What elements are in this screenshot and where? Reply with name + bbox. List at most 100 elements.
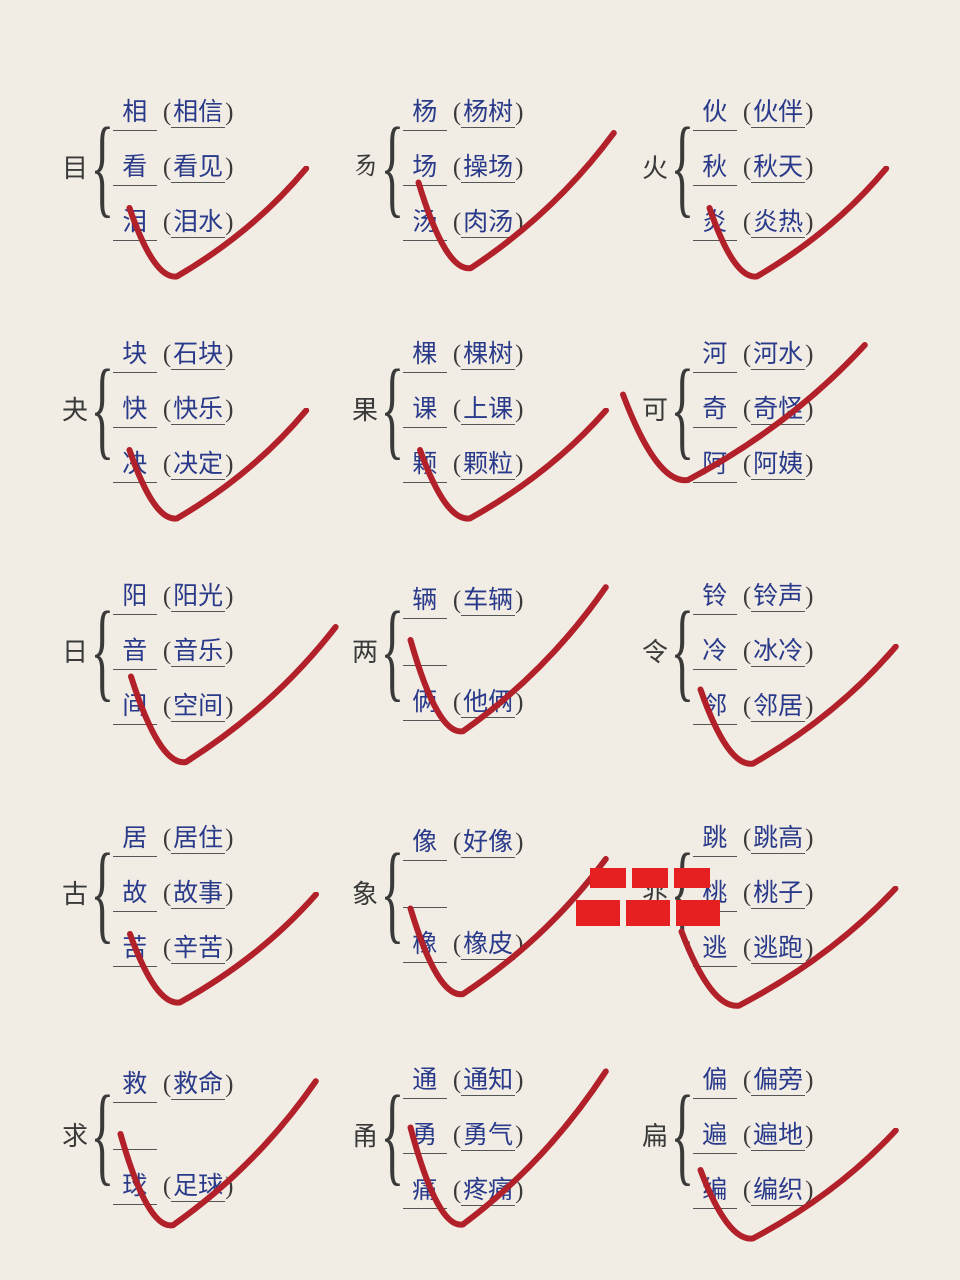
entries-list: 救(救命) 球(足球) xyxy=(113,1064,234,1205)
entry-char: 课 xyxy=(403,389,447,428)
entry-row: 秋(秋天) xyxy=(693,147,814,186)
paren-close: ) xyxy=(225,154,233,181)
entry-word: (看见) xyxy=(163,147,234,183)
entry-char: 奇 xyxy=(693,389,737,428)
radical-label: 兆 xyxy=(640,874,670,911)
entry-char: 痛 xyxy=(403,1170,447,1209)
paren-close: ) xyxy=(225,638,233,665)
paren-close: ) xyxy=(805,154,813,181)
radical-group: 扁{偏(偏旁)遍(遍地)编(编织) xyxy=(640,1038,910,1230)
radical-label: 两 xyxy=(350,632,380,669)
entry-word-hw: 阿姨 xyxy=(751,451,805,480)
entry-row: 痛(疼痛) xyxy=(403,1170,524,1209)
entries-list: 块(石块)快(快乐)决(决定) xyxy=(113,334,234,483)
entry-word-hw: 阳光 xyxy=(171,583,225,612)
entries-list: 跳(跳高)桃(桃子)逃(逃跑) xyxy=(693,818,814,967)
entry-word: (决定) xyxy=(163,444,234,480)
paren-open: ( xyxy=(743,638,751,665)
entry-word-hw: 音乐 xyxy=(171,638,225,667)
paren-open: ( xyxy=(743,935,751,962)
entries-list: 像(好像) 橡(橡皮) xyxy=(403,822,524,963)
entry-word xyxy=(453,635,457,663)
entry-word: (石块) xyxy=(163,334,234,370)
entry-row: 球(足球) xyxy=(113,1166,234,1205)
entry-word-hw: 快乐 xyxy=(171,396,225,425)
paren-close: ) xyxy=(225,935,233,962)
entry-word-hw: 泪水 xyxy=(171,209,225,238)
radical-label: 夬 xyxy=(60,390,90,427)
entry-char xyxy=(403,635,447,666)
paren-open: ( xyxy=(163,880,171,907)
entry-word-hw: 橡皮 xyxy=(461,931,515,960)
radical-group: 甬{通(通知)勇(勇气)痛(疼痛) xyxy=(350,1038,620,1230)
entry-row xyxy=(113,1119,234,1150)
entry-char: 通 xyxy=(403,1060,447,1099)
paren-close: ) xyxy=(225,451,233,478)
entry-row: 决(决定) xyxy=(113,444,234,483)
entry-word: (快乐) xyxy=(163,389,234,425)
radical-label: 𠃓 xyxy=(350,151,380,181)
paren-open: ( xyxy=(743,396,751,423)
entry-row: 河(河水) xyxy=(693,334,814,373)
paren-close: ) xyxy=(805,1067,813,1094)
entry-row: 故(故事) xyxy=(113,873,234,912)
brace-icon: { xyxy=(91,353,115,463)
entry-word: (相信) xyxy=(163,92,234,128)
entry-row: 课(上课) xyxy=(403,389,524,428)
entry-word-hw: 上课 xyxy=(461,396,515,425)
entry-word: (救命) xyxy=(163,1064,234,1100)
entry-char: 球 xyxy=(113,1166,157,1205)
radical-group: 日{阳(阳光)音(音乐)间(空间) xyxy=(60,554,330,746)
paren-close: ) xyxy=(225,396,233,423)
entry-word: (他俩) xyxy=(453,682,524,718)
entry-char: 偏 xyxy=(693,1060,737,1099)
entry-word-hw: 居住 xyxy=(171,825,225,854)
entry-char: 橡 xyxy=(403,924,447,963)
paren-open: ( xyxy=(743,583,751,610)
radical-label: 日 xyxy=(60,632,90,669)
entry-row: 相(相信) xyxy=(113,92,234,131)
paren-open: ( xyxy=(743,154,751,181)
paren-open: ( xyxy=(163,341,171,368)
paren-open: ( xyxy=(163,99,171,126)
entries-list: 铃(铃声)冷(冰冷)邻(邻居) xyxy=(693,576,814,725)
paren-close: ) xyxy=(805,1122,813,1149)
brace-icon: { xyxy=(671,595,695,705)
entry-word: (遍地) xyxy=(743,1115,814,1151)
entry-char: 秋 xyxy=(693,147,737,186)
radical-group: 求{救(救命) 球(足球) xyxy=(60,1038,330,1230)
entries-list: 居(居住)故(故事)苦(辛苦) xyxy=(113,818,234,967)
paren-close: ) xyxy=(805,825,813,852)
radical-group: 火{伙(伙伴)秋(秋天)炎(炎热) xyxy=(640,70,910,262)
entry-word-hw: 奇怪 xyxy=(751,396,805,425)
entry-word-hw: 邻居 xyxy=(751,693,805,722)
entry-word-hw xyxy=(453,877,457,905)
entry-word-hw: 杨树 xyxy=(461,99,515,128)
entry-word: (勇气) xyxy=(453,1115,524,1151)
entry-char: 快 xyxy=(113,389,157,428)
paren-close: ) xyxy=(225,341,233,368)
brace-icon: { xyxy=(671,111,695,221)
entry-char: 救 xyxy=(113,1064,157,1103)
entry-word: (上课) xyxy=(453,389,524,425)
entry-row: 铃(铃声) xyxy=(693,576,814,615)
entry-char: 间 xyxy=(113,686,157,725)
entry-row: 逃(逃跑) xyxy=(693,928,814,967)
entry-word-hw: 桃子 xyxy=(751,880,805,909)
radical-group: 𠃓{杨(杨树)场(操场)汤(肉汤) xyxy=(350,70,620,262)
entry-word-hw: 疼痛 xyxy=(461,1177,515,1206)
entry-char: 场 xyxy=(403,147,447,186)
paren-close: ) xyxy=(515,829,523,856)
paren-close: ) xyxy=(515,931,523,958)
paren-close: ) xyxy=(805,209,813,236)
paren-close: ) xyxy=(805,396,813,423)
paren-open: ( xyxy=(453,341,461,368)
paren-close: ) xyxy=(805,880,813,907)
paren-open: ( xyxy=(743,209,751,236)
paren-close: ) xyxy=(515,1122,523,1149)
radical-group: 果{棵(棵树)课(上课)颗(颗粒) xyxy=(350,312,620,504)
entry-word: (空间) xyxy=(163,686,234,722)
entries-list: 通(通知)勇(勇气)痛(疼痛) xyxy=(403,1060,524,1209)
radical-group: 象{像(好像) 橡(橡皮) xyxy=(350,796,620,988)
brace-icon: { xyxy=(91,1079,115,1189)
